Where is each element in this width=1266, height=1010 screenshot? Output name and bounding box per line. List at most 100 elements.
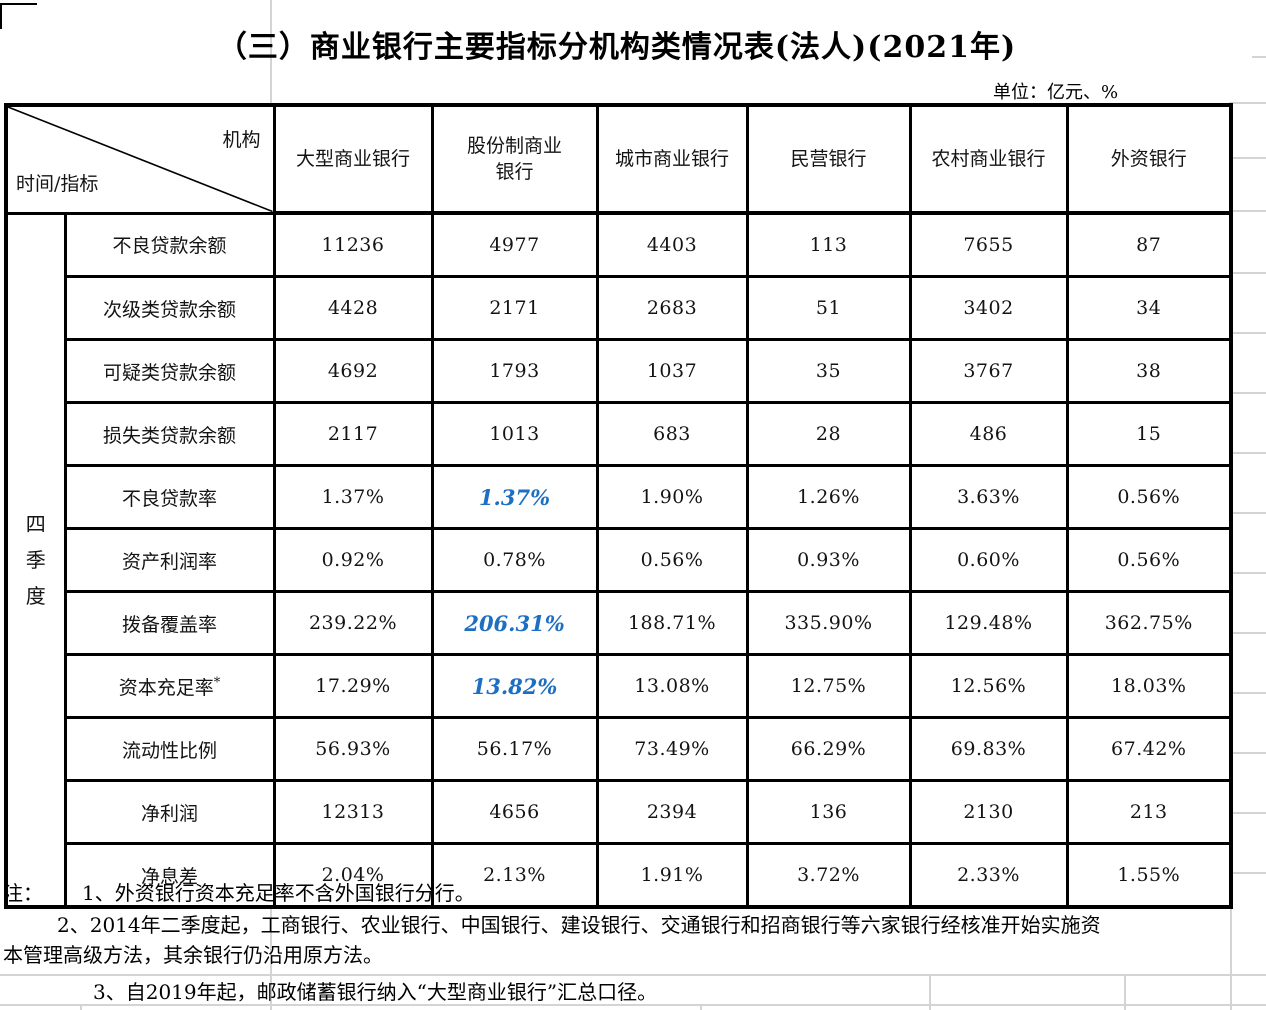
cell-r10-c1[interactable]: 2.13%: [430, 842, 599, 909]
cell-r7-c5[interactable]: 18.03%: [1065, 653, 1233, 719]
table-row: 资产利润率 0.92% 0.78% 0.56% 0.93% 0.60% 0.56%: [6, 527, 1233, 593]
cell-r3-c5[interactable]: 15: [1065, 401, 1233, 467]
cell-r9-c2[interactable]: 2394: [595, 779, 749, 845]
table-row: 净利润 12313 4656 2394 136 2130 213: [6, 779, 1233, 845]
cell-r1-c0[interactable]: 4428: [272, 275, 434, 341]
cell-r10-c5[interactable]: 1.55%: [1065, 842, 1233, 909]
row-label-text: 拨备覆盖率: [121, 613, 217, 636]
column-header-3[interactable]: 民营银行: [745, 103, 912, 215]
row-label-1[interactable]: 次级类贷款余额: [63, 275, 276, 341]
cell-r8-c2[interactable]: 73.49%: [595, 716, 749, 782]
cell-r3-c3[interactable]: 28: [745, 401, 912, 467]
row-label-4[interactable]: 不良贷款率: [63, 464, 276, 530]
cell-r0-c4[interactable]: 7655: [908, 211, 1069, 278]
cell-r10-c3[interactable]: 3.72%: [745, 842, 912, 909]
cell-r9-c1[interactable]: 4656: [430, 779, 599, 845]
cell-r2-c5[interactable]: 38: [1065, 338, 1233, 404]
row-label-9[interactable]: 净利润: [63, 779, 276, 845]
cell-r7-c1[interactable]: 13.82%: [430, 653, 599, 719]
cell-r4-c0[interactable]: 1.37%: [272, 464, 434, 530]
cell-r1-c5[interactable]: 34: [1065, 275, 1233, 341]
cell-r6-c5[interactable]: 362.75%: [1065, 590, 1233, 656]
cell-r1-c1[interactable]: 2171: [430, 275, 599, 341]
column-header-4[interactable]: 农村商业银行: [908, 103, 1069, 215]
cell-r7-c2[interactable]: 13.08%: [595, 653, 749, 719]
gridline: [1229, 512, 1266, 514]
column-header-label: 农村商业银行: [931, 148, 1046, 170]
cell-r6-c0[interactable]: 239.22%: [272, 590, 434, 656]
cell-r1-c3[interactable]: 51: [745, 275, 912, 341]
corner-cell[interactable]: 机构 时间/指标: [4, 103, 276, 215]
column-header-0[interactable]: 大型商业银行: [272, 103, 434, 215]
cell-r5-c0[interactable]: 0.92%: [272, 527, 434, 593]
cell-r9-c3[interactable]: 136: [745, 779, 912, 845]
row-label-2[interactable]: 可疑类贷款余额: [63, 338, 276, 404]
cell-r2-c2[interactable]: 1037: [595, 338, 749, 404]
table-row: 次级类贷款余额 4428 2171 2683 51 3402 34: [6, 275, 1233, 341]
cell-r3-c4[interactable]: 486: [908, 401, 1069, 467]
cell-r3-c2[interactable]: 683: [595, 401, 749, 467]
cell-r0-c3[interactable]: 113: [745, 211, 912, 278]
unit-label: 单位：亿元、%: [993, 82, 1119, 103]
cell-r9-c5[interactable]: 213: [1065, 779, 1233, 845]
gridline: [1229, 210, 1266, 212]
cell-r1-c4[interactable]: 3402: [908, 275, 1069, 341]
cell-r5-c4[interactable]: 0.60%: [908, 527, 1069, 593]
table-row: 损失类贷款余额 2117 1013 683 28 486 15: [6, 401, 1233, 467]
cell-r9-c4[interactable]: 2130: [908, 779, 1069, 845]
cell-r7-c4[interactable]: 12.56%: [908, 653, 1069, 719]
row-label-7[interactable]: 资本充足率*: [63, 653, 276, 719]
cell-r0-c5[interactable]: 87: [1065, 211, 1233, 278]
cell-r8-c1[interactable]: 56.17%: [430, 716, 599, 782]
cell-r0-c0[interactable]: 11236: [272, 211, 434, 278]
column-header-label: 民营银行: [790, 148, 867, 170]
row-label-0[interactable]: 不良贷款余额: [63, 211, 276, 278]
cell-r3-c1[interactable]: 1013: [430, 401, 599, 467]
row-label-5[interactable]: 资产利润率: [63, 527, 276, 593]
row-label-text: 净息差: [140, 865, 198, 888]
row-label-3[interactable]: 损失类贷款余额: [63, 401, 276, 467]
cell-r8-c3[interactable]: 66.29%: [745, 716, 912, 782]
cell-r6-c2[interactable]: 188.71%: [595, 590, 749, 656]
cell-r6-c3[interactable]: 335.90%: [745, 590, 912, 656]
cell-r9-c0[interactable]: 12313: [272, 779, 434, 845]
cell-r4-c2[interactable]: 1.90%: [595, 464, 749, 530]
cell-r4-c5[interactable]: 0.56%: [1065, 464, 1233, 530]
row-label-10[interactable]: 净息差: [63, 842, 276, 909]
column-header-1[interactable]: 股份制商业银行: [430, 103, 599, 215]
cell-r6-c1[interactable]: 206.31%: [430, 590, 599, 656]
cell-r5-c2[interactable]: 0.56%: [595, 527, 749, 593]
cell-r4-c1[interactable]: 1.37%: [430, 464, 599, 530]
cell-r1-c2[interactable]: 2683: [595, 275, 749, 341]
period-cell[interactable]: 四季度: [4, 211, 67, 909]
cell-r0-c1[interactable]: 4977: [430, 211, 599, 278]
column-header-2[interactable]: 城市商业银行: [595, 103, 749, 215]
cell-r3-c0[interactable]: 2117: [272, 401, 434, 467]
cell-r4-c4[interactable]: 3.63%: [908, 464, 1069, 530]
cell-r5-c3[interactable]: 0.93%: [745, 527, 912, 593]
note-1-text: 1、外资银行资本充足率不含外国银行分行。: [82, 881, 475, 905]
gridline: [1229, 812, 1266, 814]
cell-r10-c0[interactable]: 2.04%: [272, 842, 434, 909]
cell-r2-c4[interactable]: 3767: [908, 338, 1069, 404]
cell-r4-c3[interactable]: 1.26%: [745, 464, 912, 530]
row-label-6[interactable]: 拨备覆盖率: [63, 590, 276, 656]
cell-r7-c3[interactable]: 12.75%: [745, 653, 912, 719]
cell-r2-c1[interactable]: 1793: [430, 338, 599, 404]
cell-r10-c4[interactable]: 2.33%: [908, 842, 1069, 909]
cell-r8-c5[interactable]: 67.42%: [1065, 716, 1233, 782]
cell-r5-c1[interactable]: 0.78%: [430, 527, 599, 593]
cell-r8-c4[interactable]: 69.83%: [908, 716, 1069, 782]
cell-r7-c0[interactable]: 17.29%: [272, 653, 434, 719]
cell-r6-c4[interactable]: 129.48%: [908, 590, 1069, 656]
cell-r5-c5[interactable]: 0.56%: [1065, 527, 1233, 593]
cell-r8-c0[interactable]: 56.93%: [272, 716, 434, 782]
header-row: 机构 时间/指标 大型商业银行 股份制商业银行 城市商业银行 民营银行 农村商业银行 外资…: [4, 103, 1233, 215]
column-header-label: 外资银行: [1110, 148, 1187, 170]
cell-r10-c2[interactable]: 1.91%: [595, 842, 749, 909]
row-label-8[interactable]: 流动性比例: [63, 716, 276, 782]
cell-r2-c0[interactable]: 4692: [272, 338, 434, 404]
column-header-5[interactable]: 外资银行: [1065, 103, 1233, 215]
cell-r2-c3[interactable]: 35: [745, 338, 912, 404]
cell-r0-c2[interactable]: 4403: [595, 211, 749, 278]
